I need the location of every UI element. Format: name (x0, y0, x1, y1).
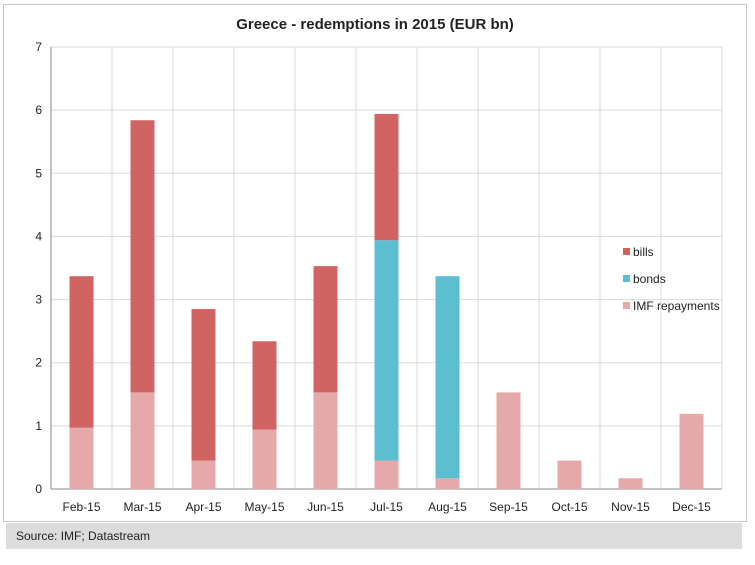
bar-imf-repayments-nov-15 (618, 478, 643, 489)
chart-title: Greece - redemptions in 2015 (EUR bn) (236, 16, 514, 33)
bar-bills-jun-15 (313, 266, 338, 393)
x-tick-label: Sep-15 (489, 500, 528, 514)
y-tick-label: 0 (35, 482, 42, 496)
bar-bills-apr-15 (191, 309, 216, 461)
x-tick-label: Dec-15 (672, 500, 711, 514)
bar-imf-repayments-aug-15 (435, 478, 460, 489)
bar-bills-jul-15 (374, 113, 399, 241)
y-tick-label: 2 (35, 356, 42, 370)
bar-imf-repayments-feb-15 (69, 427, 94, 489)
bar-bills-may-15 (252, 341, 277, 430)
y-tick-label: 7 (35, 40, 42, 54)
x-tick-label: Jul-15 (370, 500, 403, 514)
stacked-bar-chart: Greece - redemptions in 2015 (EUR bn) 0 1… (35, 16, 723, 514)
bar-imf-repayments-apr-15 (191, 460, 216, 489)
legend-swatch (623, 302, 630, 309)
y-axis-ticks: 0 1 2 3 4 5 6 7 (35, 40, 42, 496)
bar-imf-repayments-oct-15 (557, 460, 582, 489)
chart-frame: Greece - redemptions in 2015 (EUR bn) 0 1… (3, 4, 747, 522)
legend-label: bills (633, 245, 654, 259)
x-tick-label: Aug-15 (428, 500, 467, 514)
x-tick-label: Nov-15 (611, 500, 650, 514)
x-tick-label: Mar-15 (123, 500, 161, 514)
legend-label: IMF repayments (633, 299, 720, 313)
legend-swatch (623, 248, 630, 255)
legend: bills bonds IMF repayments (623, 245, 720, 313)
y-tick-label: 3 (35, 293, 42, 307)
bar-imf-repayments-dec-15 (679, 413, 704, 489)
legend-label: bonds (633, 272, 666, 286)
x-tick-label: Jun-15 (307, 500, 344, 514)
bar-imf-repayments-mar-15 (130, 392, 155, 489)
bar-imf-repayments-may-15 (252, 429, 277, 489)
bar-bonds-jul-15 (374, 240, 399, 461)
y-tick-label: 4 (35, 229, 42, 243)
x-tick-label: Feb-15 (62, 500, 100, 514)
y-tick-label: 1 (35, 419, 42, 433)
legend-swatch (623, 275, 630, 282)
bar-bills-feb-15 (69, 276, 94, 428)
y-tick-label: 5 (35, 166, 42, 180)
x-tick-label: May-15 (244, 500, 284, 514)
bar-bills-mar-15 (130, 120, 155, 393)
source-note: Source: IMF; Datastream (6, 523, 742, 549)
bars (69, 113, 704, 489)
bar-imf-repayments-jun-15 (313, 392, 338, 489)
x-tick-label: Oct-15 (551, 500, 587, 514)
bar-imf-repayments-jul-15 (374, 460, 399, 489)
bar-bonds-aug-15 (435, 276, 460, 479)
y-tick-label: 6 (35, 103, 42, 117)
x-axis-ticks: Feb-15 Mar-15 Apr-15 May-15 Jun-15 Jul-15 Aug-… (62, 500, 711, 514)
x-tick-label: Apr-15 (185, 500, 221, 514)
bar-imf-repayments-sep-15 (496, 392, 521, 489)
